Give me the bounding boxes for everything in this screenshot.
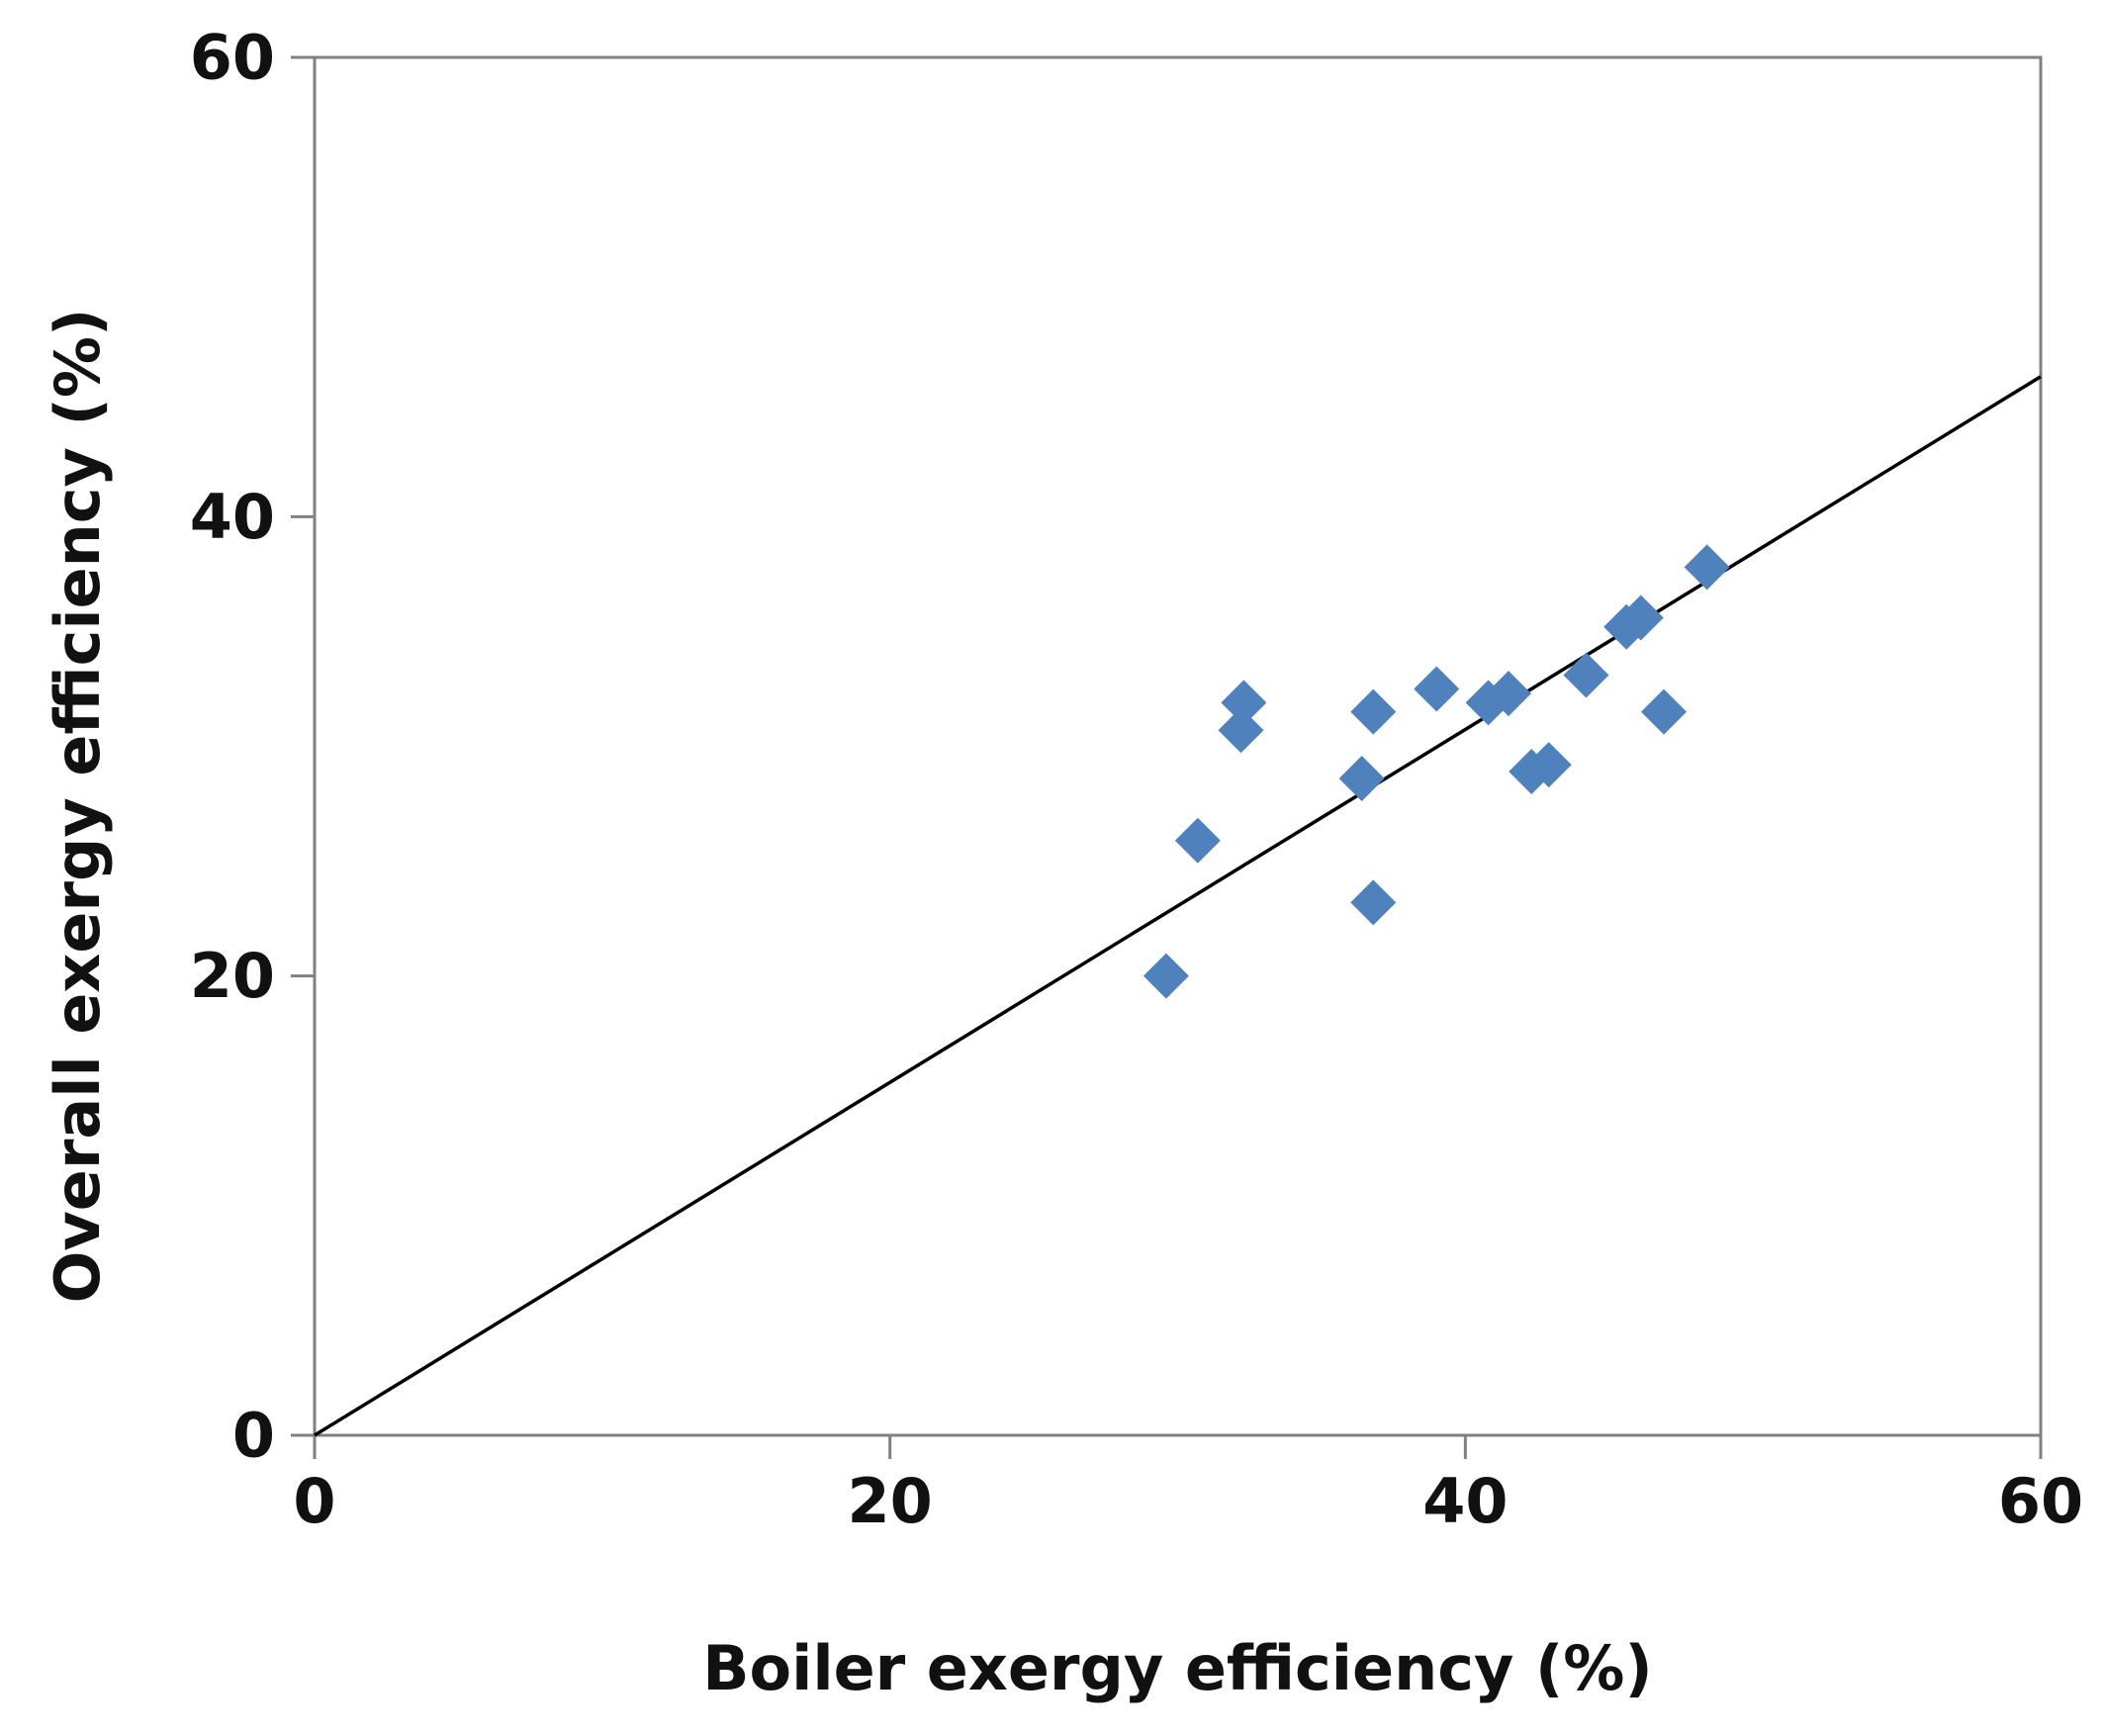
labels-layer: 0 20 40 60 0 20 40 60 Boiler exergy efficiency (… [42, 22, 2083, 1705]
data-point [1563, 652, 1609, 698]
data-point [1350, 879, 1397, 926]
data-point [1684, 544, 1730, 591]
points-layer [1143, 544, 1730, 999]
data-point [1485, 671, 1531, 717]
data-point [1350, 688, 1397, 735]
data-point [1525, 742, 1572, 788]
x-tick-label: 20 [848, 1465, 933, 1537]
fit-line-layer [314, 375, 2042, 1437]
data-point [1221, 680, 1267, 726]
fit-line [314, 375, 2042, 1437]
y-tick-label: 0 [232, 1400, 275, 1472]
data-point [1617, 594, 1664, 641]
x-tick-label: 60 [1998, 1465, 2083, 1537]
plot-frame [313, 55, 2043, 1437]
data-point [1338, 756, 1385, 802]
y-axis-title: Overall exergy efficiency (%) [42, 309, 114, 1304]
y-tick-label: 20 [190, 940, 275, 1012]
x-tick-label: 40 [1422, 1465, 1508, 1537]
y-tick-label: 40 [190, 481, 275, 553]
data-point [1414, 666, 1460, 712]
data-point [1218, 707, 1264, 754]
x-tick-label: 0 [293, 1465, 335, 1537]
x-axis-title: Boiler exergy efficiency (%) [702, 1632, 1653, 1704]
y-tick-label: 60 [190, 22, 275, 94]
data-point [1641, 688, 1688, 735]
data-point [1174, 817, 1221, 864]
axes [291, 55, 2043, 1459]
data-point [1143, 953, 1189, 999]
